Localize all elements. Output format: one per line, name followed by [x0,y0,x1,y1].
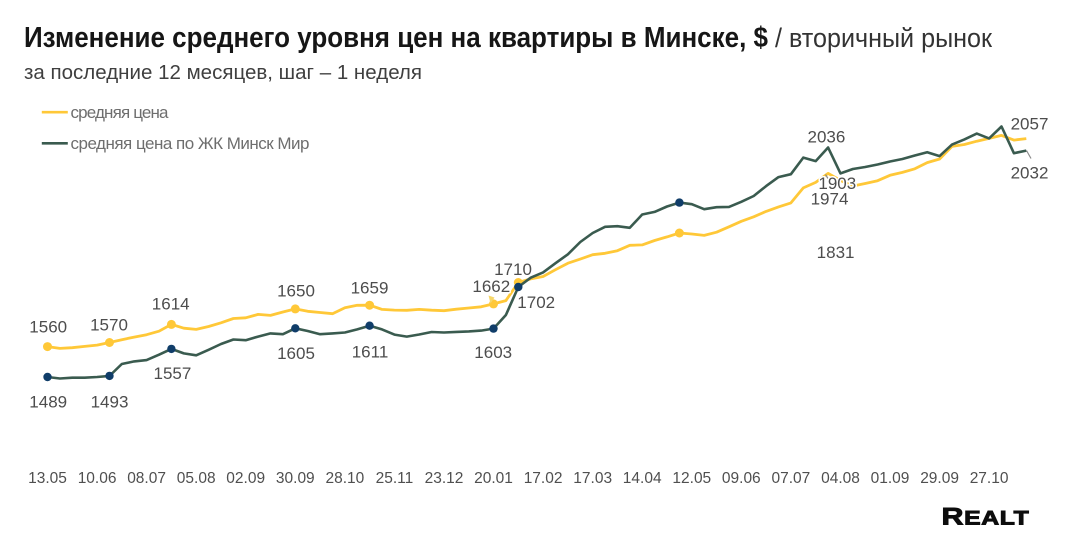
svg-text:10.06: 10.06 [78,470,117,487]
svg-text:29.09: 29.09 [920,470,959,487]
svg-text:REALT: REALT [942,503,1030,530]
svg-text:1603: 1603 [474,343,512,362]
svg-text:08.07: 08.07 [127,470,166,487]
svg-text:1710: 1710 [494,260,532,279]
svg-text:02.09: 02.09 [226,470,265,487]
svg-text:1489: 1489 [29,392,67,411]
svg-text:25.11: 25.11 [376,470,414,487]
svg-text:04.08: 04.08 [821,470,860,487]
svg-text:09.06: 09.06 [722,470,761,487]
svg-text:средняя цена по ЖК Минск Мир: средняя цена по ЖК Минск Мир [71,134,310,153]
svg-text:17.02: 17.02 [524,470,563,487]
svg-text:средняя цена: средняя цена [71,103,170,122]
svg-text:Изменение среднего уровня цен: Изменение среднего уровня цен на квартир… [24,22,768,54]
svg-text:1611: 1611 [352,343,389,362]
svg-text:23.12: 23.12 [425,470,464,487]
svg-text:1557: 1557 [153,364,191,383]
svg-text:01.09: 01.09 [871,470,910,487]
svg-text:1831: 1831 [817,243,855,262]
svg-text:за последние 12 месяцев, шаг –: за последние 12 месяцев, шаг – 1 неделя [24,62,422,84]
svg-text:07.07: 07.07 [772,470,811,487]
svg-text:2036: 2036 [807,128,845,147]
svg-text:1659: 1659 [351,279,389,298]
svg-text:1974: 1974 [811,190,849,209]
svg-text:2057: 2057 [1011,114,1049,133]
svg-text:1614: 1614 [152,295,190,314]
svg-text:1570: 1570 [90,315,128,334]
svg-text:2032: 2032 [1011,164,1049,183]
svg-text:1903: 1903 [818,174,856,193]
svg-text:27.10: 27.10 [970,470,1009,487]
svg-text:1605: 1605 [277,344,315,363]
svg-text:1662: 1662 [472,277,510,296]
svg-text:1702: 1702 [517,293,555,312]
svg-text:30.09: 30.09 [276,470,315,487]
svg-text:12.05: 12.05 [672,470,711,487]
svg-text:14.04: 14.04 [623,470,662,487]
svg-text:/ вторичный рынок: / вторичный рынок [775,23,992,53]
svg-text:1493: 1493 [91,392,129,411]
svg-text:20.01: 20.01 [474,470,513,487]
svg-text:13.05: 13.05 [28,470,67,487]
svg-text:1650: 1650 [277,282,315,301]
svg-text:28.10: 28.10 [326,470,365,487]
svg-text:17.03: 17.03 [573,470,612,487]
svg-text:1560: 1560 [29,318,67,337]
svg-text:05.08: 05.08 [177,470,216,487]
